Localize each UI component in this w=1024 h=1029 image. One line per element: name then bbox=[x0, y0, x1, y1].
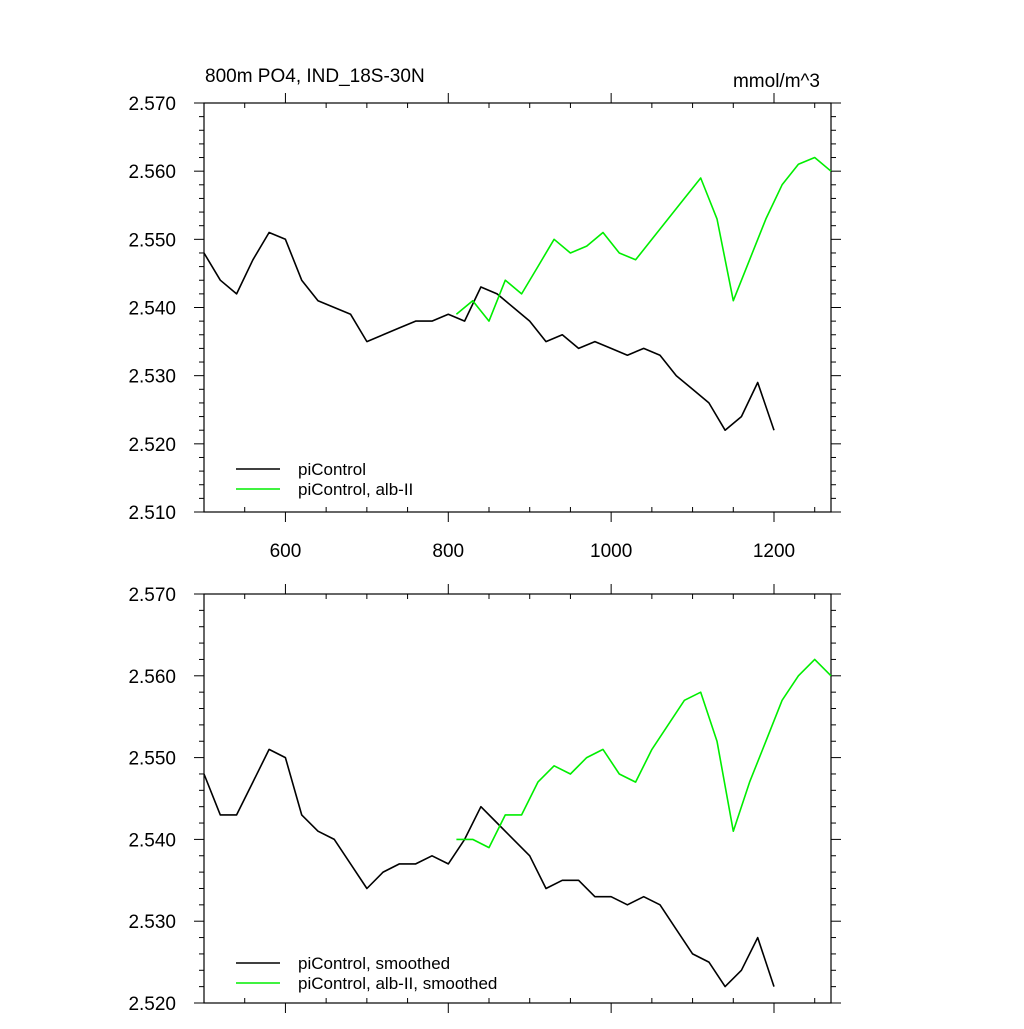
y-tick-label: 2.510 bbox=[128, 503, 176, 524]
series-group-bottom bbox=[203, 658, 832, 988]
series-group-top bbox=[203, 156, 832, 432]
y-tick-label: 2.520 bbox=[128, 435, 176, 456]
bottom-panel: 2.520 2.530 2.540 2.550 2.560 2.570 piControl… bbox=[128, 584, 841, 1015]
x-tick-label: 1000 bbox=[590, 541, 632, 562]
y-tick-label: 2.530 bbox=[128, 367, 176, 388]
chart-title: 800m PO4, IND_18S-30N bbox=[205, 66, 425, 87]
legend-label-alb-smoothed: piControl, alb-II, smoothed bbox=[298, 974, 497, 993]
y-tick-label: 2.530 bbox=[128, 912, 176, 933]
y-tick-label: 2.540 bbox=[128, 299, 176, 320]
top-panel: 800m PO4, IND_18S-30N mmol/m^3 600 800 100… bbox=[128, 66, 841, 562]
legend-label-alb: piControl, alb-II bbox=[298, 480, 413, 499]
legend-label-picontrol-smoothed: piControl, smoothed bbox=[298, 954, 450, 973]
y-tick-label: 2.520 bbox=[128, 994, 176, 1015]
x-tick-label: 800 bbox=[432, 541, 464, 562]
x-tick-label: 600 bbox=[270, 541, 302, 562]
plot-frame-bottom bbox=[203, 593, 832, 1004]
legend-bottom: piControl, smoothed piControl, alb-II, s… bbox=[236, 954, 497, 993]
y-tick-label: 2.560 bbox=[128, 667, 176, 688]
series-line-picontrol-alb-ii-smoothed bbox=[456, 658, 832, 849]
x-tick-label: 1200 bbox=[753, 541, 795, 562]
series-line-picontrol-alb-ii bbox=[455, 156, 832, 322]
ticks-top: 600 800 1000 1200 2.510 2.520 2.530 2.540 2.550 2… bbox=[128, 93, 841, 562]
y-tick-label: 2.540 bbox=[128, 830, 176, 851]
legend-label-picontrol: piControl bbox=[298, 460, 366, 479]
legend-top: piControl piControl, alb-II bbox=[236, 460, 413, 499]
series-line-picontrol-smoothed bbox=[203, 748, 775, 988]
plot-frame-top bbox=[203, 102, 832, 513]
y-tick-label: 2.560 bbox=[128, 162, 176, 183]
y-tick-label: 2.550 bbox=[128, 230, 176, 251]
series-line-picontrol bbox=[203, 231, 775, 432]
y-tick-label: 2.550 bbox=[128, 749, 176, 770]
y-tick-label: 2.570 bbox=[128, 585, 176, 606]
y-tick-label: 2.570 bbox=[128, 94, 176, 115]
ticks-bottom: 2.520 2.530 2.540 2.550 2.560 2.570 bbox=[128, 584, 841, 1015]
units-label: mmol/m^3 bbox=[733, 71, 820, 92]
